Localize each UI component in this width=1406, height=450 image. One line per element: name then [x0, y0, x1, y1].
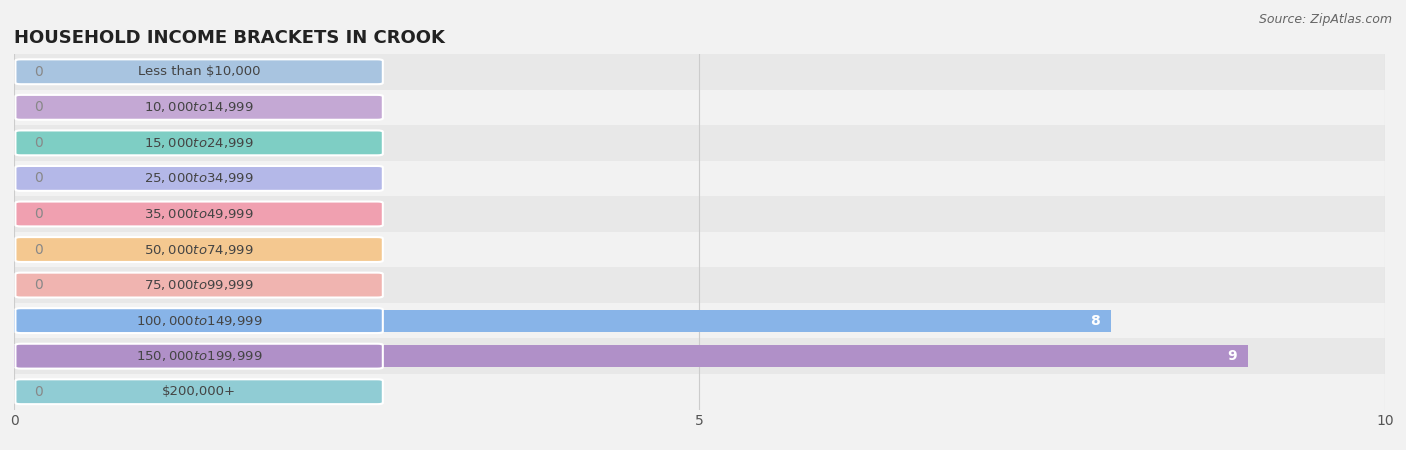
- Text: 0: 0: [35, 100, 44, 114]
- FancyBboxPatch shape: [15, 237, 382, 262]
- Bar: [14, 338, 1385, 374]
- Text: 8: 8: [1090, 314, 1099, 328]
- Text: 0: 0: [35, 171, 44, 185]
- Text: Less than $10,000: Less than $10,000: [138, 65, 260, 78]
- Text: $10,000 to $14,999: $10,000 to $14,999: [145, 100, 254, 114]
- Bar: [14, 161, 1385, 196]
- FancyBboxPatch shape: [15, 166, 382, 191]
- FancyBboxPatch shape: [15, 379, 382, 404]
- Bar: [14, 310, 1111, 332]
- Text: $150,000 to $199,999: $150,000 to $199,999: [136, 349, 263, 363]
- Text: $35,000 to $49,999: $35,000 to $49,999: [145, 207, 254, 221]
- FancyBboxPatch shape: [15, 202, 382, 226]
- Bar: [14, 232, 1385, 267]
- Text: 0: 0: [35, 278, 44, 292]
- FancyBboxPatch shape: [15, 59, 382, 84]
- Text: $200,000+: $200,000+: [162, 385, 236, 398]
- Text: $100,000 to $149,999: $100,000 to $149,999: [136, 314, 263, 328]
- Text: 0: 0: [35, 243, 44, 256]
- FancyBboxPatch shape: [15, 95, 382, 120]
- FancyBboxPatch shape: [15, 130, 382, 155]
- Bar: [14, 345, 1249, 367]
- Text: 0: 0: [35, 65, 44, 79]
- Text: $50,000 to $74,999: $50,000 to $74,999: [145, 243, 254, 256]
- Text: $15,000 to $24,999: $15,000 to $24,999: [145, 136, 254, 150]
- Bar: [14, 125, 1385, 161]
- Text: Source: ZipAtlas.com: Source: ZipAtlas.com: [1258, 14, 1392, 27]
- FancyBboxPatch shape: [15, 308, 382, 333]
- Text: 0: 0: [35, 136, 44, 150]
- Text: 0: 0: [35, 385, 44, 399]
- FancyBboxPatch shape: [15, 344, 382, 369]
- Text: 0: 0: [35, 207, 44, 221]
- Bar: [14, 196, 1385, 232]
- Bar: [14, 267, 1385, 303]
- Bar: [14, 374, 1385, 410]
- Text: $75,000 to $99,999: $75,000 to $99,999: [145, 278, 254, 292]
- Text: $25,000 to $34,999: $25,000 to $34,999: [145, 171, 254, 185]
- FancyBboxPatch shape: [15, 273, 382, 297]
- Bar: [14, 303, 1385, 338]
- Bar: [14, 54, 1385, 90]
- Text: HOUSEHOLD INCOME BRACKETS IN CROOK: HOUSEHOLD INCOME BRACKETS IN CROOK: [14, 29, 444, 47]
- Text: 9: 9: [1227, 349, 1237, 363]
- Bar: [14, 90, 1385, 125]
